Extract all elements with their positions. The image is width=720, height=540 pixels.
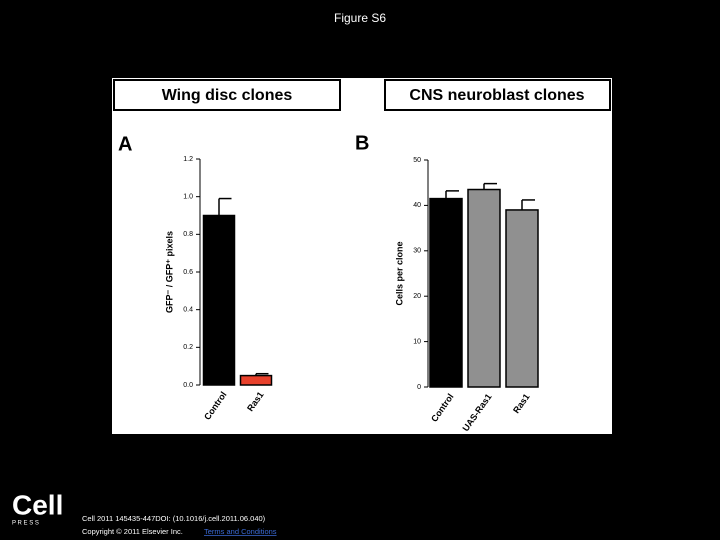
y-tick-label: 20 [413,293,421,300]
y-tick-label: 0.4 [183,307,193,314]
panel-header: CNS neuroblast clones [409,87,584,104]
y-tick-label: 40 [413,202,421,209]
panel-label: B [355,132,369,154]
y-tick-label: 50 [413,157,421,164]
y-axis-label: GFP⁻ / GFP⁺ pixels [164,231,174,313]
bar [467,188,501,388]
header-box [113,79,341,111]
y-tick-label: 10 [413,338,421,345]
panel-label: A [118,133,132,155]
y-tick-label: 1.2 [183,156,193,163]
logo-sub: P R E S S [12,521,39,527]
slide-title: Figure S6 [334,11,386,25]
y-tick-label: 30 [413,248,421,255]
terms-link[interactable]: Terms and Conditions [204,527,277,536]
y-axis-label: Cells per clone [394,241,404,305]
bar [505,209,539,388]
y-tick-label: 0.2 [183,344,193,351]
logo: Cell [12,489,63,520]
bar [429,197,463,388]
y-tick-label: 0.8 [183,231,193,238]
y-tick-label: 0 [417,384,421,391]
panel-header: Wing disc clones [162,87,293,104]
bar [239,374,273,386]
bar [202,214,236,386]
y-tick-label: 0.0 [183,382,193,389]
header-box [384,79,611,111]
copyright: Copyright © 2011 Elsevier Inc. [82,527,183,536]
y-tick-label: 1.0 [183,194,193,201]
citation: Cell 2011 145435-447DOI: (10.1016/j.cell… [82,514,266,523]
y-tick-label: 0.6 [183,269,193,276]
